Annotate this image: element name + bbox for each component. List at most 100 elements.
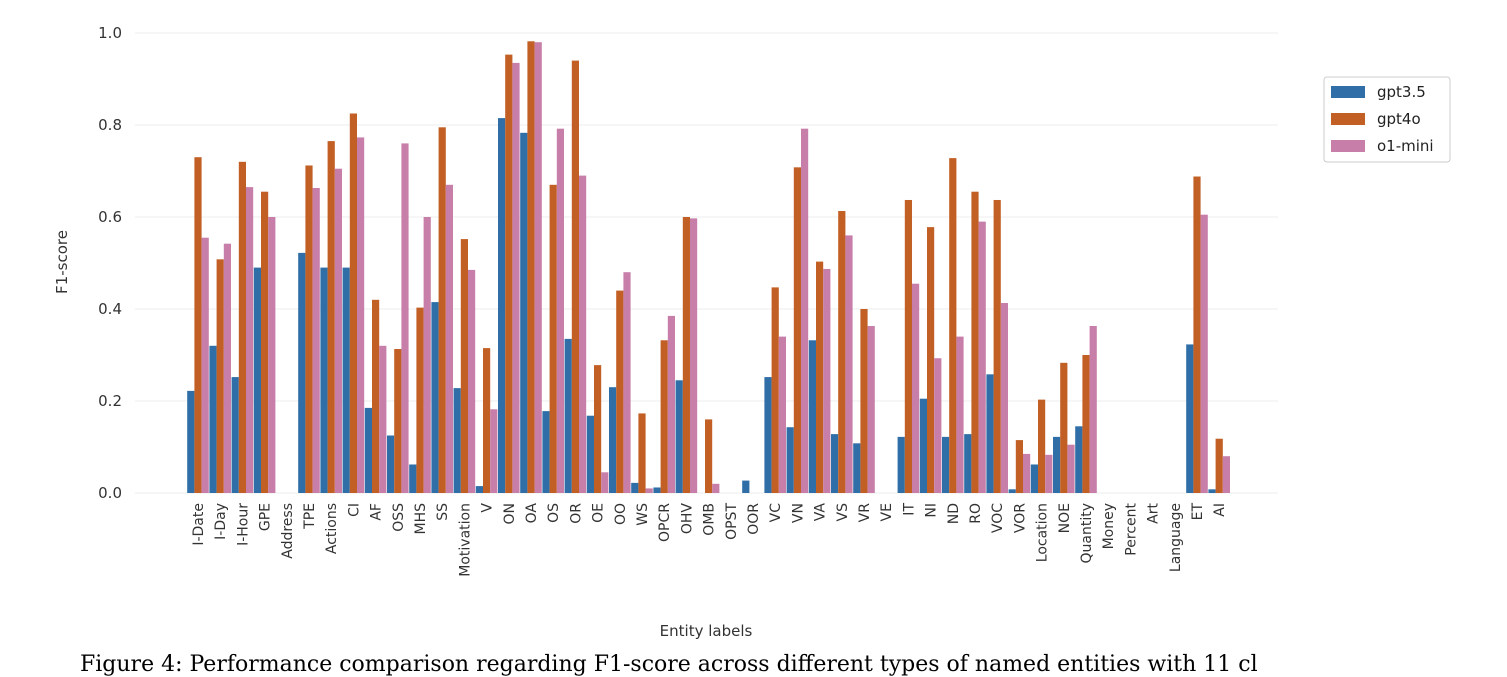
bar-o1-mini — [468, 269, 476, 493]
bar-gpt3-5 — [1075, 426, 1083, 493]
x-tick-label: ON — [502, 503, 518, 525]
bar-gpt3-5 — [1008, 489, 1016, 493]
bar-gpt4o — [261, 191, 269, 493]
x-tick-label: Motivation — [457, 503, 473, 577]
x-tick-labels: I-Date I-Day I-Hour GPE Address TPE Actions CI A… — [191, 502, 1228, 576]
bar-o1-mini — [1067, 444, 1075, 493]
x-tick-label: VN — [790, 503, 806, 523]
bars — [187, 41, 1230, 494]
bar-o1-mini — [246, 187, 254, 493]
x-tick-label: VE — [879, 503, 895, 521]
x-tick-label: MHS — [413, 503, 429, 535]
bar-gpt4o — [438, 127, 446, 494]
bar-gpt4o — [682, 217, 690, 493]
bar-gpt3-5 — [897, 436, 905, 493]
bar-gpt4o — [927, 227, 935, 493]
x-tick-label: OR — [568, 503, 584, 524]
bar-o1-mini — [801, 128, 809, 493]
bar-o1-mini — [401, 143, 409, 493]
bar-gpt3-5 — [498, 118, 506, 493]
bar-gpt3-5 — [320, 267, 328, 493]
bar-gpt4o — [771, 287, 779, 493]
bar-gpt3-5 — [298, 252, 306, 493]
bar-gpt3-5 — [831, 434, 839, 493]
bar-gpt3-5 — [742, 480, 750, 493]
bar-o1-mini — [912, 283, 920, 493]
bar-gpt4o — [238, 161, 246, 494]
bar-gpt4o — [216, 259, 224, 493]
y-tick-labels: 0.0 0.2 0.4 0.6 0.8 1.0 — [98, 24, 122, 502]
bar-gpt4o — [816, 261, 824, 493]
bar-gpt3-5 — [808, 340, 816, 493]
bar-o1-mini — [867, 326, 875, 493]
bar-gpt4o — [616, 290, 624, 493]
legend-swatch-gpt3-5 — [1331, 86, 1365, 98]
bar-o1-mini — [778, 336, 786, 493]
bar-gpt3-5 — [653, 487, 661, 493]
bar-gpt4o — [1193, 176, 1201, 493]
bar-o1-mini — [334, 168, 342, 493]
bar-gpt4o — [416, 307, 424, 493]
y-tick-label: 0.4 — [98, 300, 122, 318]
x-tick-label: Money — [1101, 503, 1117, 549]
x-tick-label: OO — [613, 503, 629, 525]
legend-label-o1-mini: o1-mini — [1377, 137, 1434, 155]
x-tick-label: Percent — [1123, 502, 1139, 555]
y-tick-label: 1.0 — [98, 24, 122, 42]
x-tick-label: VS — [835, 503, 851, 522]
bar-gpt4o — [394, 349, 402, 493]
bar-o1-mini — [579, 175, 587, 493]
bar-o1-mini — [601, 472, 609, 493]
x-tick-label: OA — [524, 503, 540, 524]
bar-o1-mini — [379, 345, 387, 493]
y-tick-label: 0.6 — [98, 208, 122, 226]
bar-o1-mini — [357, 137, 365, 494]
y-axis-label: F1-score — [53, 230, 71, 294]
bar-gpt3-5 — [253, 267, 261, 493]
bar-gpt3-5 — [475, 486, 483, 493]
bar-o1-mini — [556, 128, 564, 493]
bar-gpt4o — [460, 239, 468, 493]
bar-gpt4o — [483, 348, 491, 493]
x-tick-label: OE — [591, 503, 607, 523]
x-tick-label: OSS — [391, 503, 407, 532]
bar-gpt3-5 — [964, 434, 972, 493]
bar-gpt4o — [527, 41, 535, 493]
x-tick-label: V — [480, 503, 496, 513]
bar-gpt4o — [549, 184, 557, 494]
bar-gpt4o — [327, 141, 335, 493]
bar-gpt4o — [993, 199, 1001, 494]
bar-o1-mini — [1023, 453, 1031, 493]
bar-gpt4o — [505, 54, 513, 494]
x-tick-label: RO — [968, 503, 984, 524]
bar-gpt3-5 — [786, 427, 794, 493]
bar-gpt3-5 — [453, 388, 461, 493]
x-tick-label: AI — [1212, 503, 1228, 517]
bar-gpt3-5 — [764, 377, 772, 493]
x-tick-label: VC — [768, 503, 784, 523]
bar-gpt4o — [793, 167, 801, 493]
bar-o1-mini — [490, 409, 498, 493]
bar-gpt3-5 — [1208, 489, 1216, 493]
legend-swatch-o1-mini — [1331, 140, 1365, 152]
bar-gpt3-5 — [853, 443, 861, 493]
bar-o1-mini — [978, 221, 986, 493]
legend-label-gpt3-5: gpt3.5 — [1377, 83, 1426, 101]
x-tick-label: Address — [280, 503, 296, 559]
x-tick-label: WS — [635, 503, 651, 526]
bar-gpt4o — [1038, 399, 1046, 493]
legend-label-gpt4o: gpt4o — [1377, 110, 1421, 128]
x-tick-label: GPE — [258, 503, 274, 531]
legend: gpt3.5 gpt4o o1-mini — [1323, 76, 1451, 163]
bar-gpt3-5 — [586, 415, 594, 493]
bar-gpt3-5 — [209, 345, 217, 493]
bar-gpt4o — [1082, 355, 1090, 493]
bar-gpt3-5 — [1186, 344, 1194, 493]
bar-gpt4o — [372, 299, 380, 493]
bar-gpt4o — [971, 191, 979, 493]
bar-o1-mini — [956, 336, 964, 493]
bar-o1-mini — [1089, 326, 1097, 493]
x-tick-label: OHV — [679, 503, 695, 535]
figure-caption: Figure 4: Performance comparison regardi… — [80, 652, 1258, 677]
bar-o1-mini — [312, 188, 320, 493]
